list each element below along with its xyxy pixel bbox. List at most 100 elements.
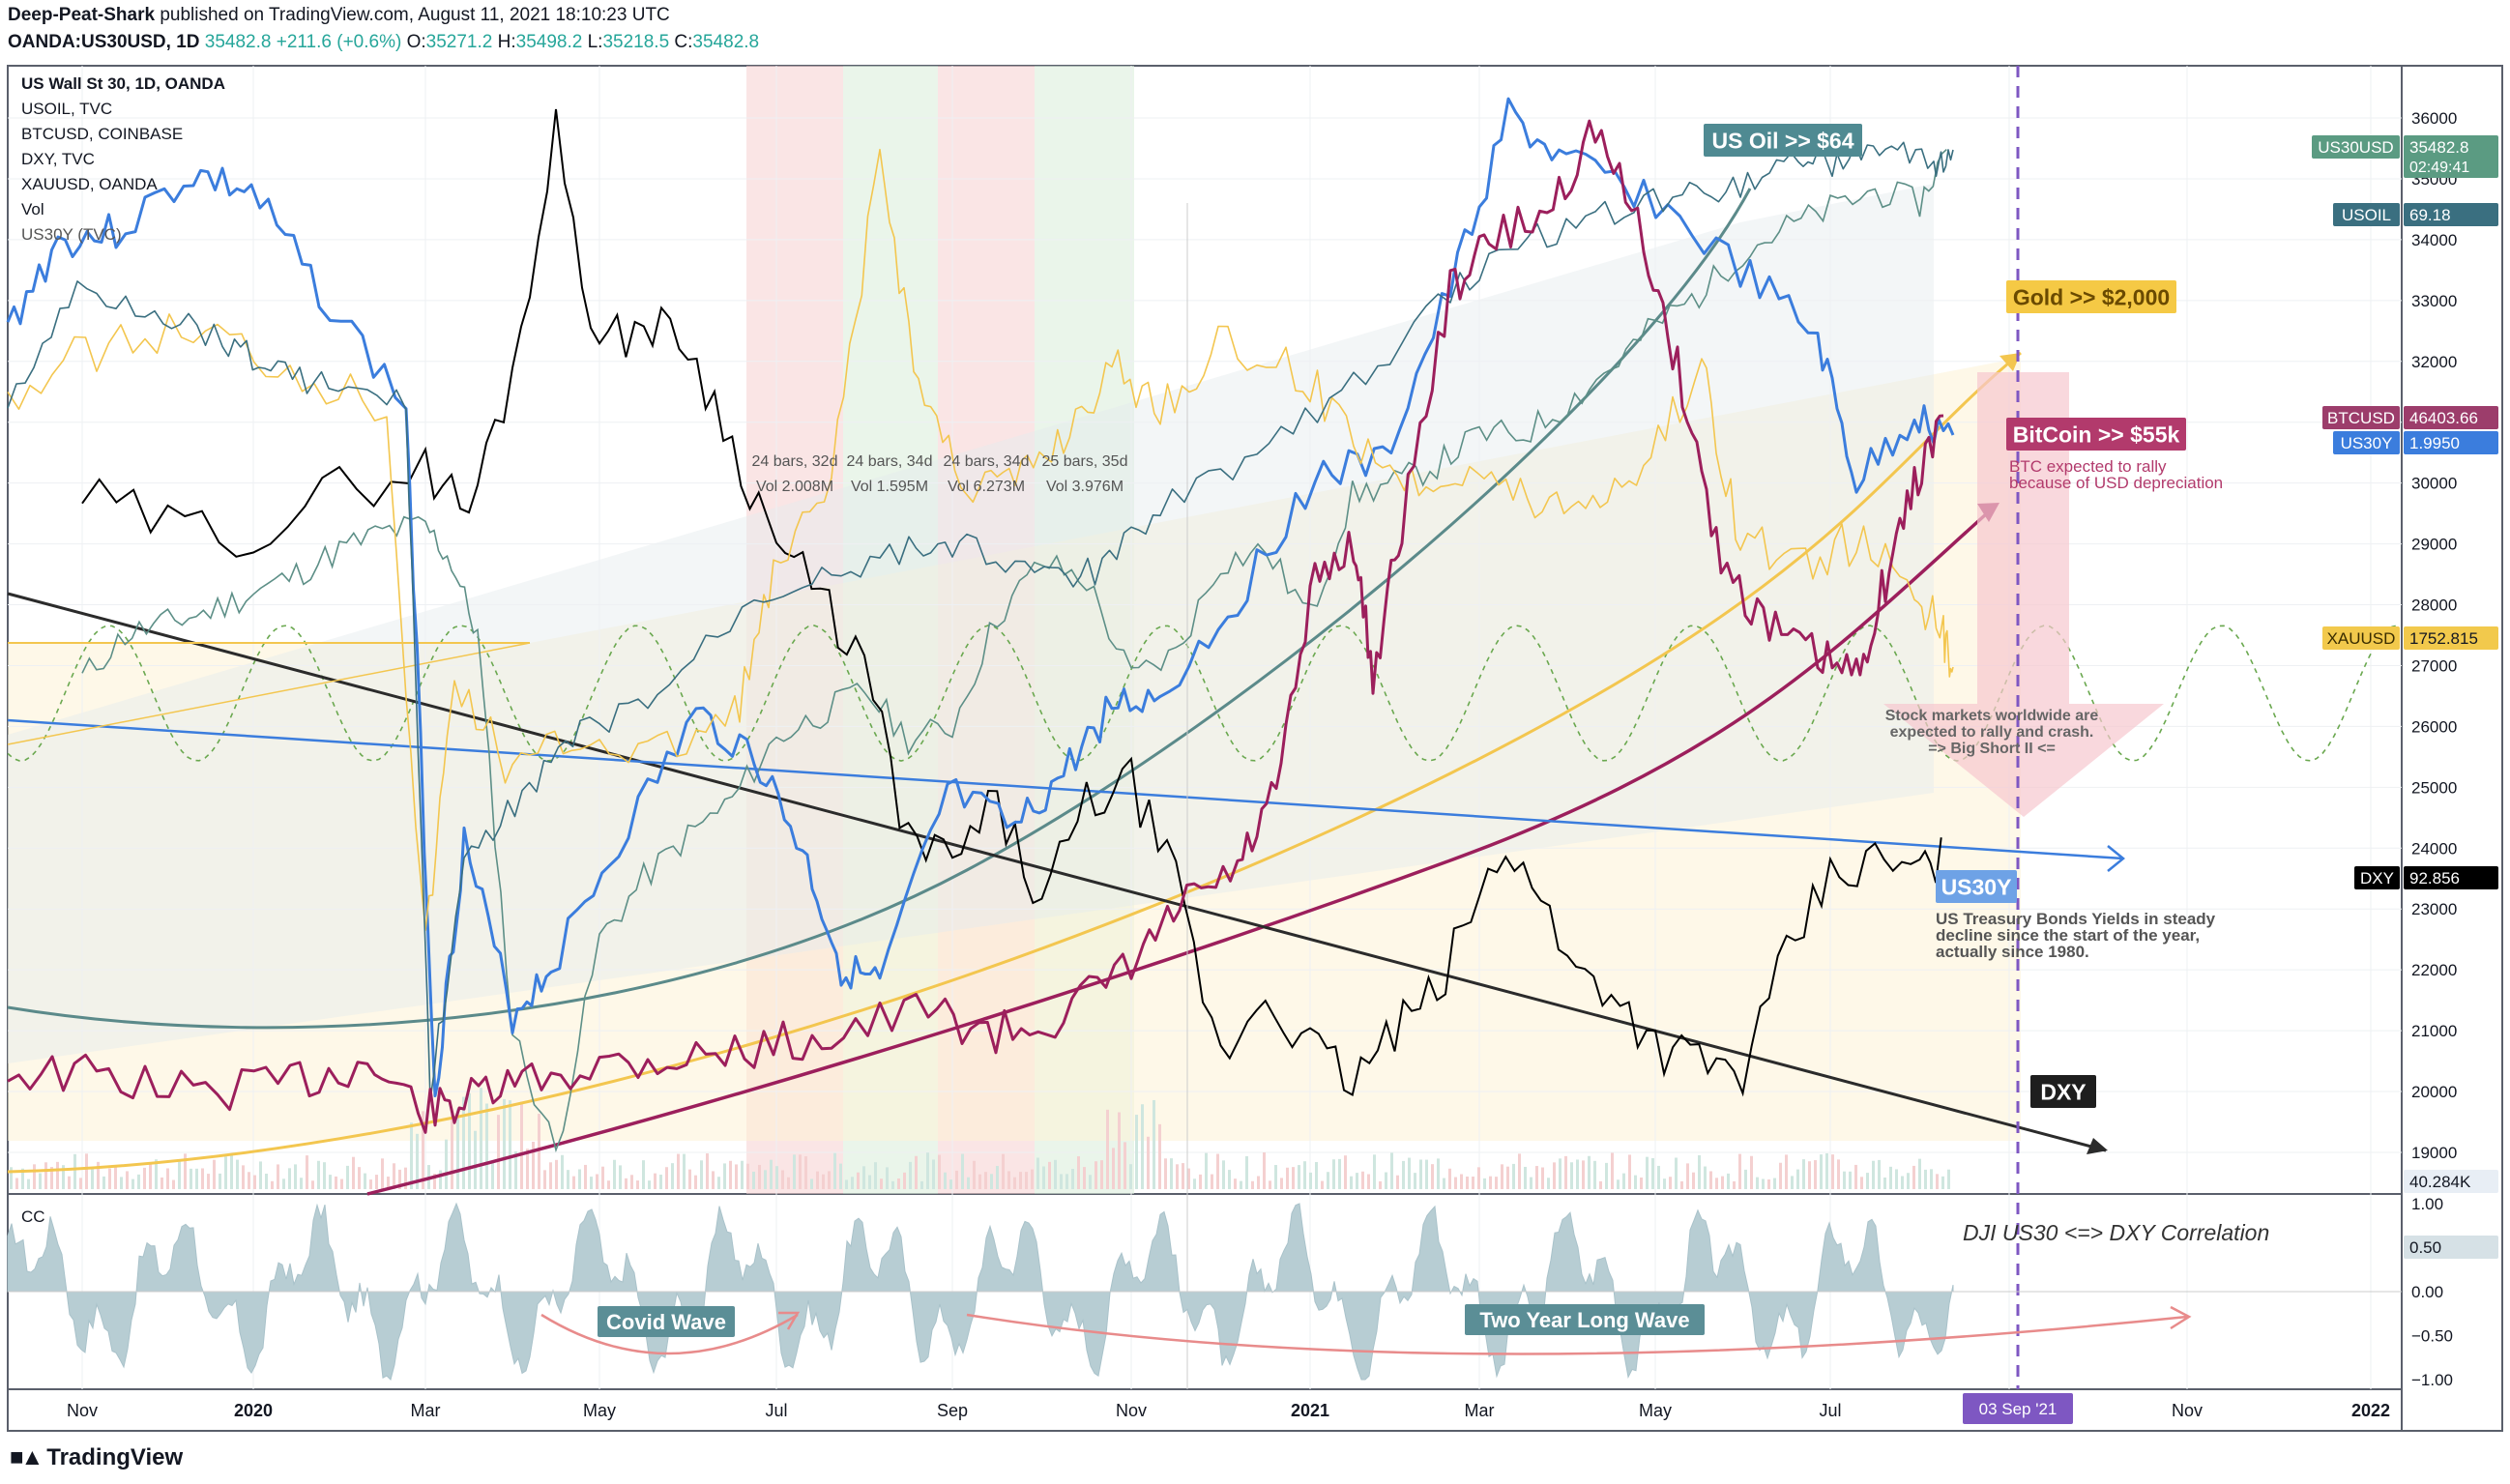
volume-bar (1796, 1169, 1799, 1189)
volume-bar (1738, 1153, 1741, 1189)
annotations: US Oil >> $64 Gold >> $2,000 BitCoin >> $5… (598, 124, 2269, 1337)
volume-bar (735, 1164, 738, 1189)
volume-bar (1419, 1159, 1422, 1189)
volume-bar (1559, 1158, 1561, 1189)
tradingview-brand[interactable]: ■▲ TradingView (10, 1444, 183, 1471)
volume-bar (955, 1170, 958, 1189)
price-tag-value: 0.50 (2409, 1238, 2441, 1257)
volume-bar (1582, 1160, 1585, 1189)
covid-wave-arrowhead (778, 1311, 801, 1330)
volume-bar (723, 1163, 726, 1189)
volume-bar (1327, 1172, 1329, 1189)
volume-bar (1338, 1158, 1341, 1189)
volume-bar (1042, 1166, 1045, 1189)
legend-item-us30y[interactable]: US30Y (TVC) (21, 225, 122, 244)
volume-bar (1825, 1152, 1828, 1189)
legend-item-btcusd[interactable]: BTCUSD, COINBASE (21, 125, 184, 143)
volume-bar (456, 1108, 459, 1189)
x-tick-label: Jul (1819, 1401, 1841, 1420)
volume-bar (659, 1175, 662, 1189)
volume-bar (1947, 1169, 1950, 1189)
bar-count-label: 24 bars, 34d (847, 453, 933, 470)
time-bands (8, 66, 2021, 1194)
volume-bar (1907, 1173, 1910, 1189)
bar-count-label: 25 bars, 35d (1042, 453, 1128, 470)
us30y-annotation-box (1936, 870, 2017, 903)
volume-bar (839, 1163, 842, 1189)
volume-bar (271, 1180, 274, 1189)
volume-bar (1234, 1178, 1237, 1189)
bond-note-line-3: actually since 1980. (1936, 943, 2089, 961)
volume-bar (584, 1164, 587, 1189)
volume-bar (607, 1180, 610, 1189)
volume-bar (1651, 1157, 1654, 1189)
volume-bar (190, 1168, 192, 1189)
volume-bar (462, 1096, 465, 1189)
volume-bar (120, 1177, 123, 1189)
symbol-label[interactable]: OANDA:US30USD, 1D (8, 32, 200, 52)
dxy-trend-line (7, 592, 2107, 1152)
volume-bar (555, 1159, 558, 1189)
volume-bar (1657, 1165, 1660, 1189)
volume-bar (1547, 1178, 1550, 1189)
legend-item-usoil[interactable]: USOIL, TVC (21, 100, 113, 118)
gold-trend-curve (7, 351, 2022, 1174)
volume-bar (1634, 1175, 1637, 1189)
volume-bar (1518, 1153, 1521, 1189)
volume-bar (1883, 1177, 1886, 1189)
volume-bar (1930, 1169, 1933, 1189)
open-label: O: (406, 32, 426, 52)
volume-bar (1013, 1177, 1016, 1189)
volume-bar (654, 1173, 657, 1189)
volume-bar (1443, 1178, 1445, 1189)
y-tick-label: 33000 (2411, 292, 2457, 310)
legend-item-xauusd[interactable]: XAUUSD, OANDA (21, 175, 158, 193)
author-name[interactable]: Deep-Peat-Shark (8, 5, 156, 25)
volume-bar (451, 1114, 453, 1189)
volume-bar (195, 1168, 198, 1189)
volume-bar (329, 1175, 332, 1189)
volume-bar (509, 1100, 511, 1189)
volume-bar (1129, 1164, 1132, 1189)
volume-bar (1106, 1109, 1109, 1189)
legend-main[interactable]: US Wall St 30, 1D, OANDA (21, 74, 225, 93)
volume-bar (68, 1176, 71, 1189)
volume-bar (920, 1180, 923, 1189)
volume-bar (1350, 1176, 1353, 1189)
volume-bar (1245, 1155, 1248, 1189)
volume-bar (166, 1168, 169, 1189)
volume-bar (926, 1152, 929, 1189)
x-tick-label: May (1639, 1401, 1672, 1420)
volume-bar (636, 1180, 639, 1189)
volume-bar (491, 1162, 494, 1189)
us30y-trend-arrowhead (2107, 845, 2125, 872)
volume-bar (1385, 1172, 1387, 1189)
volume-bar (375, 1175, 378, 1189)
cc-indicator-label[interactable]: CC (21, 1208, 45, 1226)
volume-bar (433, 1174, 436, 1189)
legend-item-dxy[interactable]: DXY, TVC (21, 150, 95, 168)
volume-bar (909, 1161, 912, 1189)
volume-bar (1425, 1159, 1428, 1189)
chart-header: Deep-Peat-Shark published on TradingView… (8, 2, 759, 56)
volume-bar (770, 1159, 773, 1189)
volume-bar (1094, 1161, 1097, 1189)
volume-bar (1524, 1166, 1527, 1189)
bar-volume-label: Vol 3.976M (1046, 479, 1124, 495)
volume-bar (1147, 1136, 1150, 1189)
volume-bar (1321, 1180, 1324, 1189)
volume-bar (1854, 1164, 1857, 1189)
price-tag-value: 1.9950 (2409, 434, 2460, 452)
gold-annotation-box (2006, 280, 2176, 313)
volume-bars (10, 1088, 1950, 1189)
volume-bar (1031, 1169, 1034, 1189)
x-tick-label: Nov (1116, 1401, 1147, 1420)
volume-bar (567, 1170, 569, 1189)
volume-bar (1744, 1169, 1747, 1189)
volume-bar (752, 1171, 755, 1189)
volume-bar (265, 1173, 268, 1189)
volume-bar (543, 1170, 546, 1189)
legend-item-vol[interactable]: Vol (21, 200, 44, 218)
volume-bar (1912, 1165, 1915, 1189)
